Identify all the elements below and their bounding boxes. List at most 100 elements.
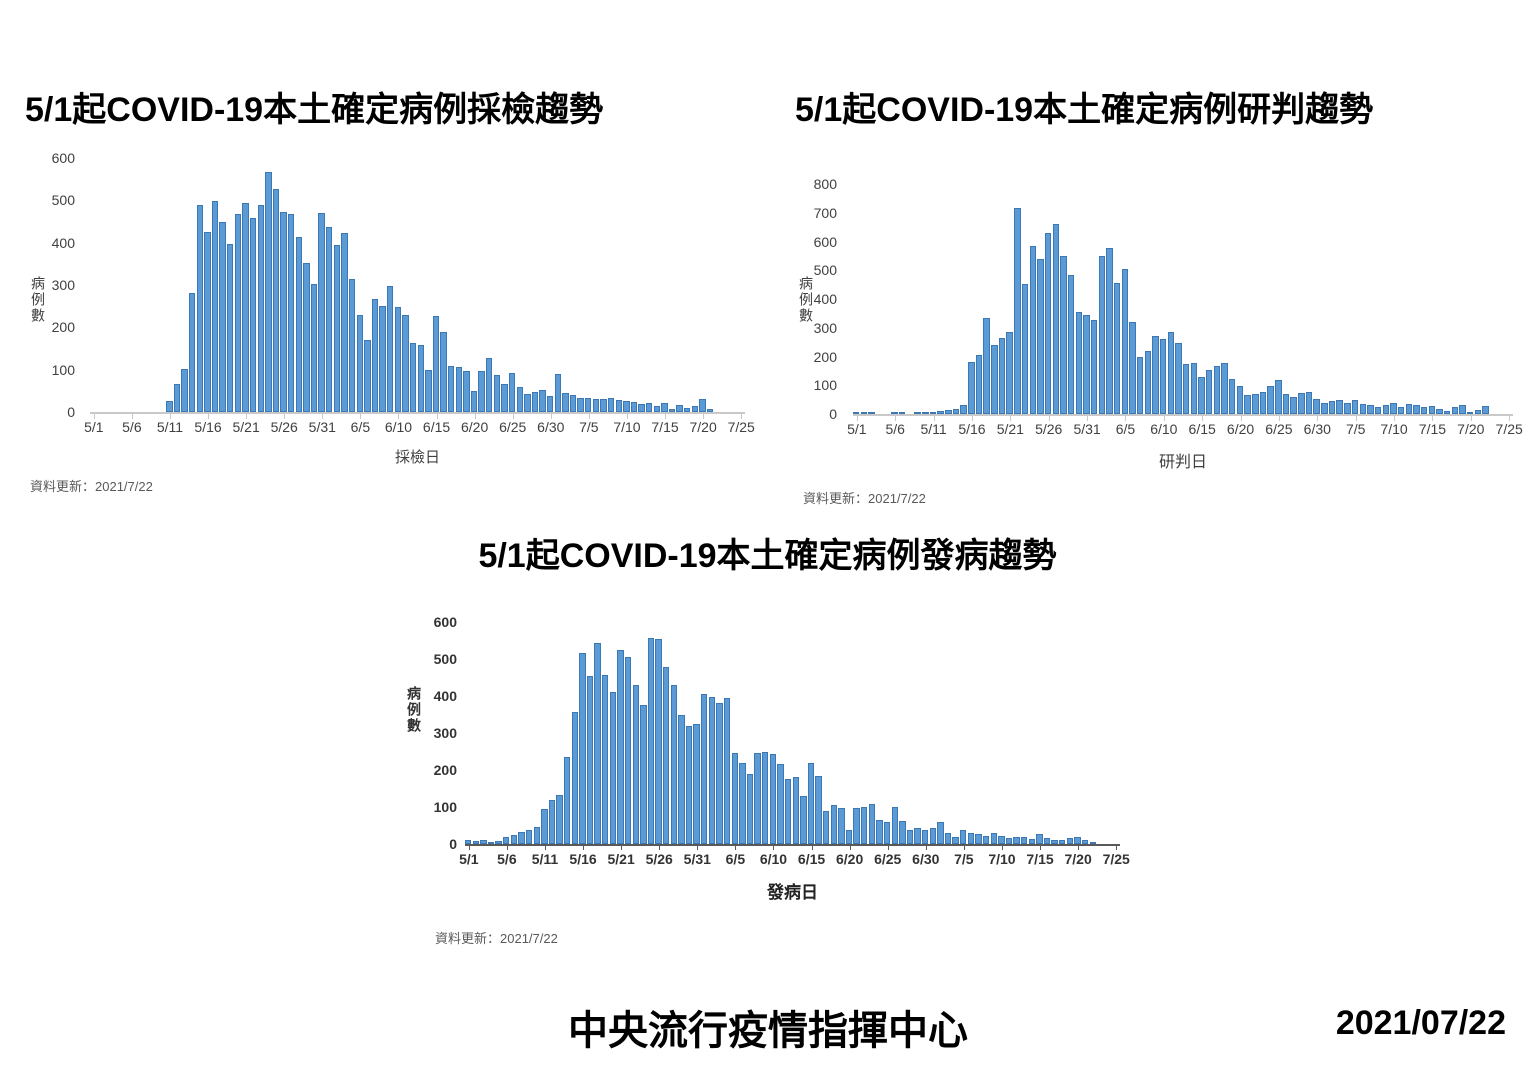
bar — [617, 649, 624, 844]
bar — [1259, 392, 1267, 414]
x-tick-label: 6/30 — [537, 419, 565, 435]
x-axis-tickmarks — [90, 414, 745, 419]
x-axis-label: 採檢日 — [394, 449, 440, 466]
bar — [845, 829, 853, 844]
axis-tick — [741, 414, 743, 419]
bar — [655, 638, 662, 844]
bar — [899, 821, 906, 844]
bar — [1451, 406, 1459, 414]
axis-tick — [1355, 416, 1357, 421]
bar — [1367, 405, 1374, 414]
x-tick-label: 5/6 — [122, 419, 142, 435]
y-tick-label: 300 — [51, 277, 75, 293]
axis-tick — [735, 844, 737, 850]
axis-tick — [773, 844, 775, 850]
x-tick-label: 7/20 — [689, 419, 717, 435]
x-tick-label: 5/1 — [84, 419, 104, 435]
bar — [1397, 406, 1405, 414]
x-tick-label: 6/5 — [1115, 421, 1136, 437]
bar — [868, 412, 875, 414]
bar — [676, 405, 683, 412]
y-tick-label: 400 — [813, 291, 837, 307]
bar — [1459, 404, 1466, 414]
bar — [1013, 837, 1020, 844]
x-axis-label: 發病日 — [767, 883, 818, 902]
bar — [615, 400, 622, 412]
bar — [409, 343, 417, 412]
judgment-trend-chart: 病例數 0 100 200 300 400 500 600 700 800 5/1 5/6 5/11… — [795, 148, 1536, 508]
bar — [684, 407, 691, 412]
bar — [1351, 399, 1359, 414]
bar — [607, 398, 615, 412]
axis-tick — [895, 416, 897, 421]
x-tick-label: 7/15 — [1418, 421, 1447, 437]
plot-area — [465, 622, 1120, 846]
bar — [822, 810, 830, 844]
bar — [1067, 274, 1075, 414]
bar — [425, 369, 432, 412]
y-tick-label: 600 — [433, 614, 457, 630]
bar — [1044, 232, 1052, 414]
x-tick-label: 6/30 — [1303, 421, 1331, 437]
bar — [1059, 840, 1066, 844]
bar — [249, 218, 257, 412]
y-axis-ticks: 0 100 200 300 400 500 600 — [411, 615, 465, 851]
x-tick-label: 6/20 — [460, 419, 489, 435]
bar — [929, 827, 936, 844]
bar — [1136, 356, 1144, 414]
bar — [1113, 283, 1121, 414]
bar — [288, 213, 295, 412]
bar — [394, 307, 402, 412]
data-update-note: 資料更新：2021/7/22 — [30, 479, 153, 494]
bar — [906, 829, 914, 844]
bar — [242, 202, 249, 412]
y-tick-label: 100 — [433, 799, 457, 816]
axis-tick — [659, 844, 661, 850]
chart-title-onset: 5/1起COVID-19本土確定病例發病趨勢 — [478, 537, 1057, 575]
bar — [1190, 362, 1198, 414]
bar — [487, 842, 495, 844]
bar — [868, 804, 876, 844]
axis-tick — [856, 416, 858, 421]
bar — [189, 292, 196, 412]
bar — [211, 201, 219, 412]
bar — [303, 263, 310, 412]
bar — [493, 374, 501, 412]
y-tick-label: 600 — [813, 233, 837, 250]
x-tick-label: 7/15 — [651, 419, 679, 435]
bar — [668, 409, 676, 412]
bar — [952, 836, 959, 844]
bar — [1282, 393, 1290, 414]
x-tick-label: 5/21 — [996, 421, 1024, 437]
x-tick-label: 5/26 — [645, 851, 673, 867]
bar — [556, 795, 563, 844]
axis-tick — [1432, 416, 1434, 421]
y-tick-label: 300 — [813, 319, 837, 336]
bar — [1036, 833, 1043, 844]
x-tick-label: 5/26 — [1035, 421, 1063, 437]
x-tick-label: 6/5 — [350, 419, 371, 435]
x-tick-label: 5/16 — [194, 419, 222, 435]
x-axis-label: 研判日 — [1158, 454, 1207, 471]
bar — [861, 807, 868, 844]
sampling-trend-chart: 病例數 0 100 200 300 400 500 600 5/1 5/6 5/11 5/16 5/… — [25, 148, 770, 494]
x-tick-label: 7/10 — [988, 851, 1016, 867]
axis-tick — [284, 414, 286, 419]
axis-tick — [925, 844, 927, 850]
axis-tick — [208, 414, 210, 419]
bar — [518, 832, 525, 844]
x-tick-label: 6/10 — [759, 851, 788, 867]
bar — [914, 412, 921, 414]
x-tick-label: 5/6 — [497, 851, 517, 867]
bar — [630, 401, 638, 412]
bar — [1474, 409, 1482, 414]
bar — [1298, 393, 1305, 414]
axis-tick — [588, 414, 590, 419]
axis-tick — [621, 844, 623, 850]
bar — [533, 827, 540, 844]
x-tick-label: 6/5 — [725, 851, 746, 867]
bar — [708, 696, 716, 844]
bar — [470, 390, 478, 412]
bar — [1037, 258, 1044, 414]
bar — [838, 808, 845, 844]
